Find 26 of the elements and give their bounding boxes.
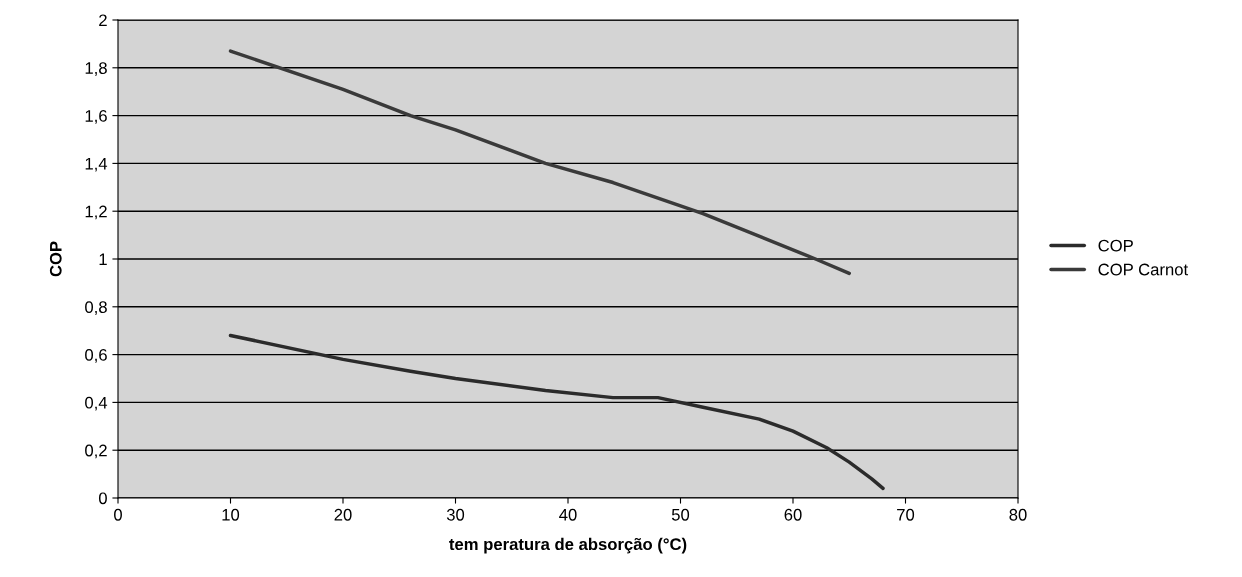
- y-tick-label: 1,6: [85, 110, 107, 124]
- x-tick-label: 80: [1009, 508, 1027, 521]
- y-tick-label: 1,4: [85, 157, 108, 172]
- y-tick-label: 1: [99, 253, 107, 266]
- legend-label: COP: [1098, 239, 1133, 252]
- y-tick-label: 0: [98, 492, 107, 505]
- x-tick-label: 10: [222, 508, 240, 521]
- y-tick-label: 0,4: [85, 396, 108, 411]
- x-tick-label: 40: [559, 508, 577, 521]
- y-tick-label: 0,2: [85, 444, 107, 459]
- line-series: [228, 333, 885, 491]
- y-tick-label: 0,6: [85, 349, 107, 363]
- y-tick-label: 1,2: [85, 205, 107, 220]
- x-tick-label: 20: [334, 508, 352, 521]
- x-tick-label: 70: [897, 508, 915, 521]
- y-tick-label: 2: [99, 14, 107, 27]
- x-tick-label: 50: [671, 508, 690, 521]
- line-series: [228, 49, 851, 276]
- legend-label: COP Carnot: [1098, 263, 1189, 276]
- y-axis-title: COP: [49, 241, 62, 277]
- y-tick-label: 1,8: [85, 62, 107, 76]
- x-tick-label: 0: [114, 508, 122, 521]
- y-tick-label: 0,8: [85, 301, 107, 315]
- x-axis-title: tem peratura de absorção (°C): [449, 537, 687, 554]
- x-tick-label: 60: [784, 508, 802, 521]
- x-tick-label: 30: [446, 508, 465, 521]
